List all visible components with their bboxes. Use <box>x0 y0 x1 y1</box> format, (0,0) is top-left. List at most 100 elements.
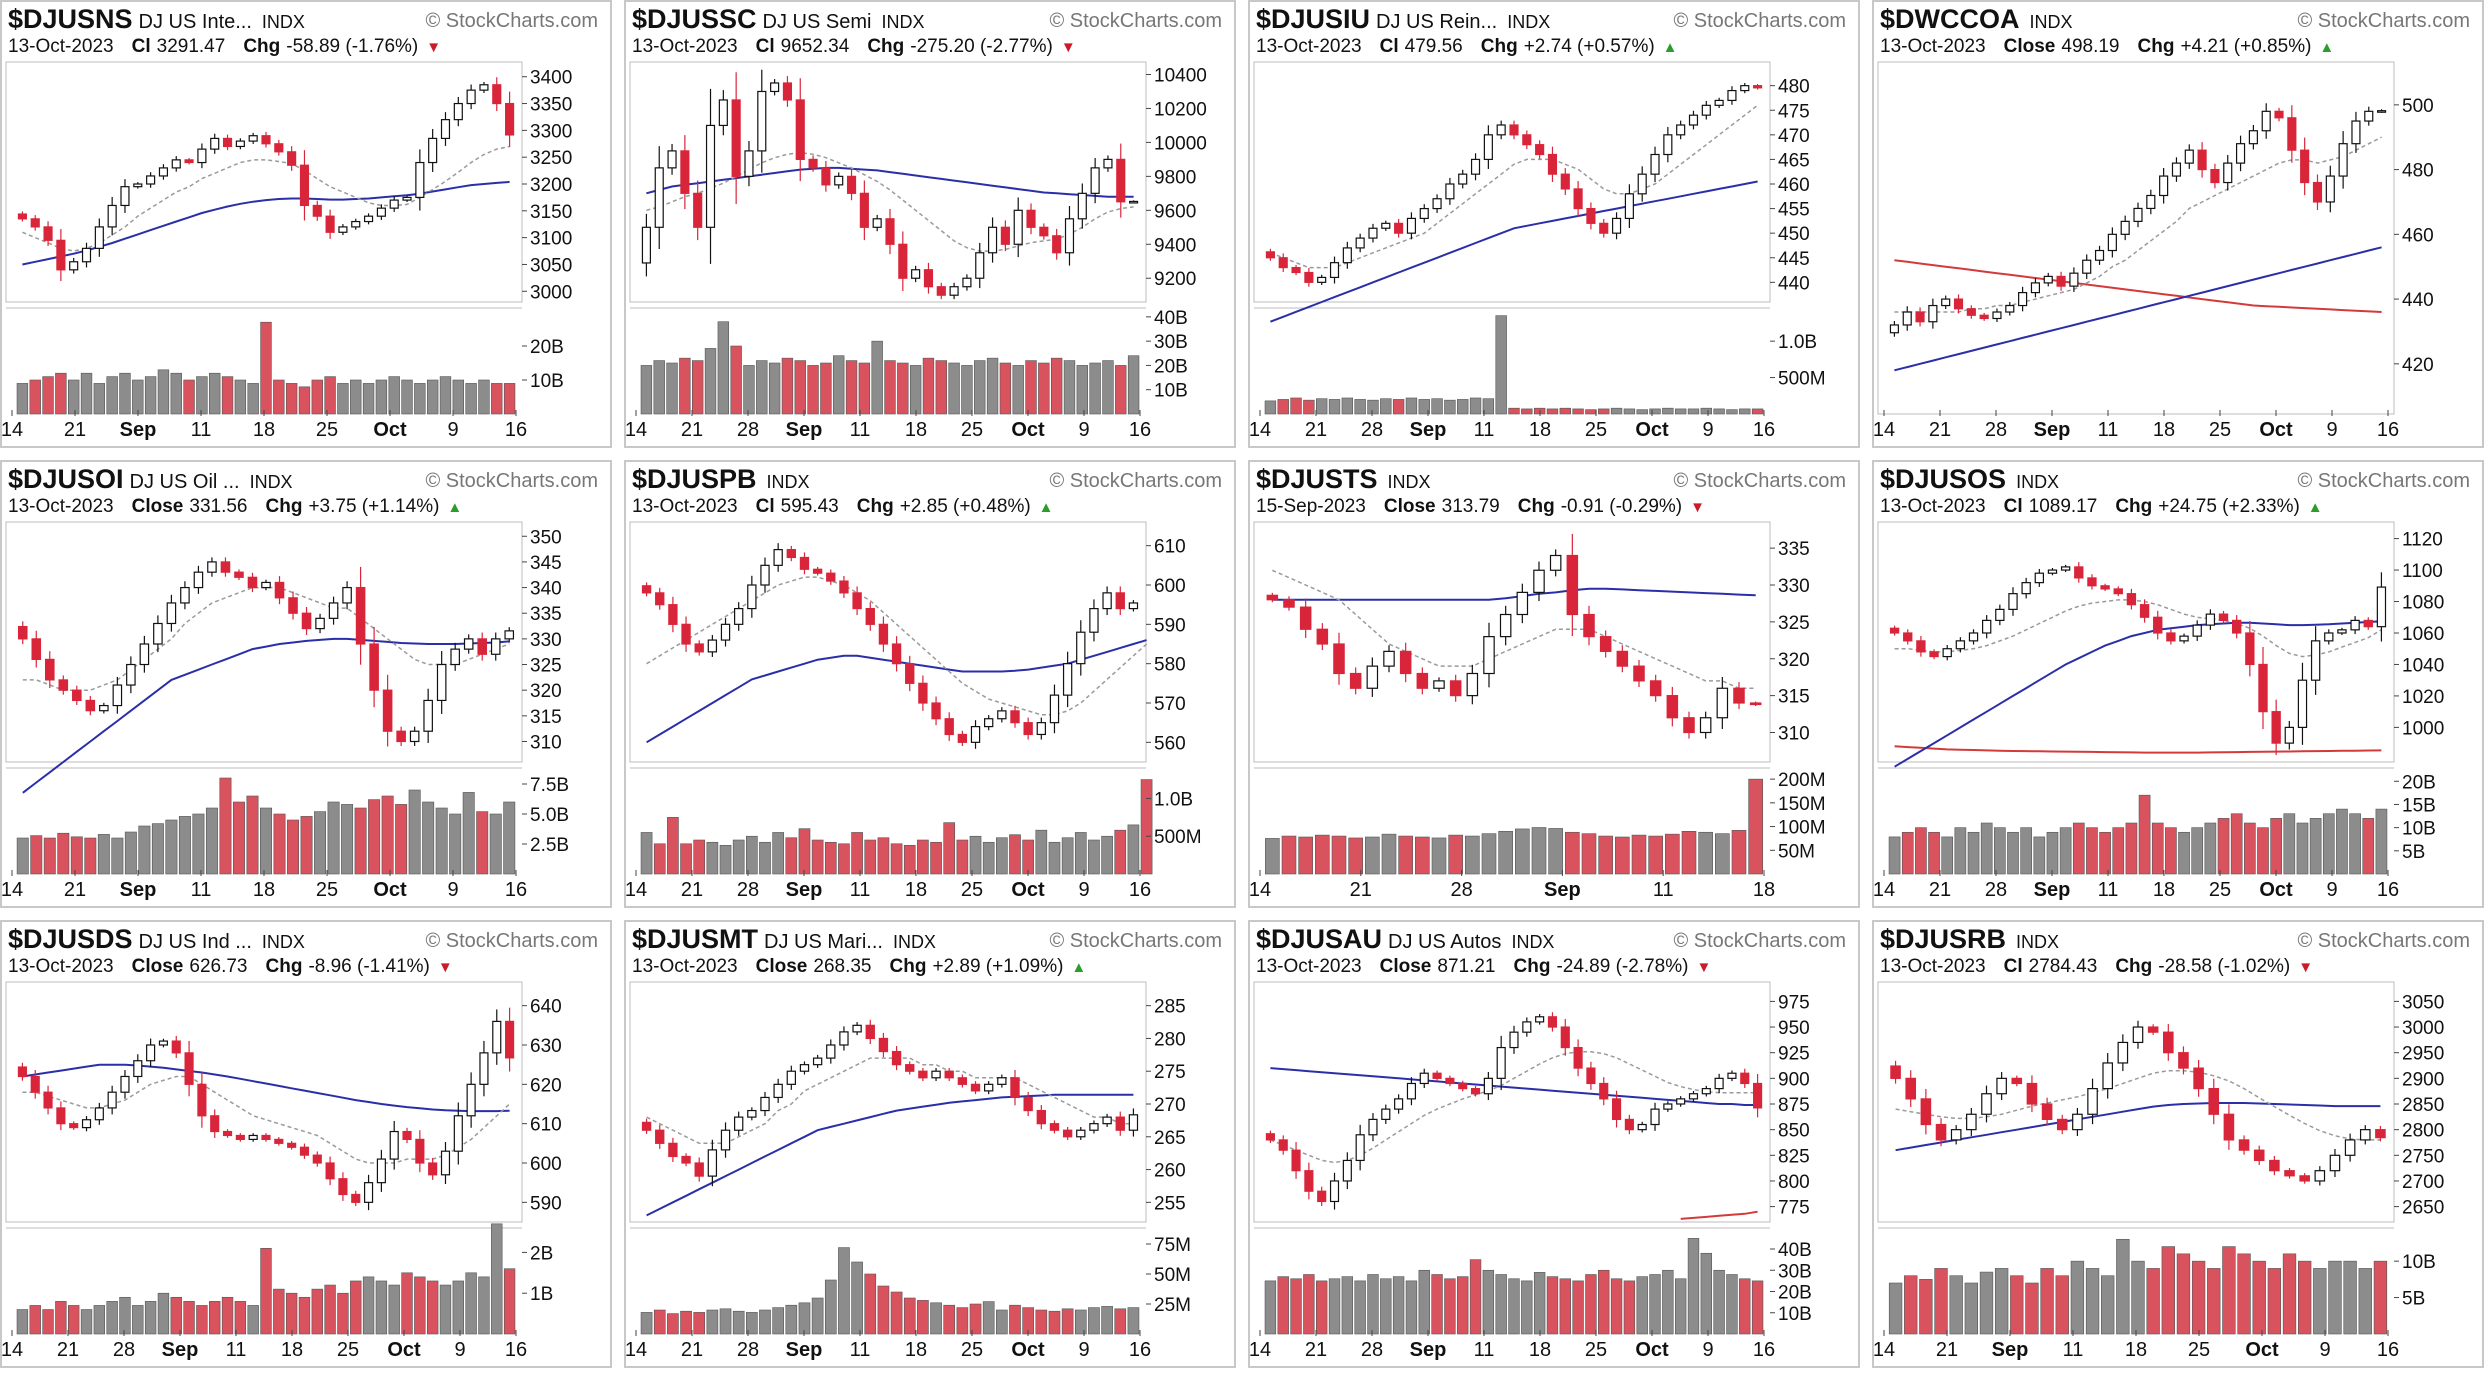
candle-body <box>69 261 79 271</box>
sma-slow-line <box>646 1093 1134 1217</box>
candle-body <box>1383 650 1395 667</box>
candle-body <box>328 602 339 619</box>
volume-bar <box>1888 836 1901 875</box>
candle-body <box>1560 173 1570 190</box>
candle <box>1291 1142 1301 1179</box>
x-tick-label: 16 <box>1753 419 1775 441</box>
chart-panel[interactable]: $DJUSOS INDX © StockCharts.com 13-Oct-2023 C… <box>1872 460 2484 908</box>
candle-body <box>415 161 425 199</box>
candle-body <box>222 137 233 148</box>
volume-bar <box>439 376 452 415</box>
volume-bar <box>2099 831 2111 875</box>
candle-body <box>970 726 981 743</box>
close-value: 9652.34 <box>780 36 850 57</box>
candle-body <box>1394 222 1404 234</box>
candle <box>325 1156 335 1186</box>
chart-panel[interactable]: $DJUSAU DJ US Autos INDX © StockCharts.com 1… <box>1248 920 1860 1368</box>
volume-bar <box>811 1297 824 1335</box>
candle <box>2026 1075 2038 1113</box>
chart-description: DJ US Autos <box>1388 931 1502 953</box>
volume-bar <box>1009 834 1021 875</box>
chart-panel[interactable]: $DJUSTS INDX © StockCharts.com 15-Sep-2023 C… <box>1248 460 1860 908</box>
volume-bar <box>2237 1253 2251 1335</box>
candle-body <box>720 623 731 641</box>
candle-body <box>338 1178 348 1196</box>
candle-body <box>440 119 451 140</box>
sma-slow-line <box>22 1063 510 1113</box>
volume-bar <box>2296 822 2309 875</box>
chart-panel[interactable]: $DJUSDS DJ US Ind ... INDX © StockCharts.co… <box>0 920 612 1368</box>
volume-bar <box>1061 837 1074 875</box>
candle-body <box>1433 680 1445 689</box>
candle <box>2351 111 2361 153</box>
candle <box>970 1081 981 1095</box>
x-tick-label: 18 <box>1753 879 1775 901</box>
volume-bar <box>183 1301 195 1335</box>
price-tick-label: 825 <box>1778 1146 1810 1167</box>
volume-bar <box>2191 827 2204 875</box>
price-tick-label: 950 <box>1778 1018 1810 1039</box>
candle <box>720 1122 731 1158</box>
chart-panel[interactable]: $DJUSSC DJ US Semi INDX © StockCharts.com 13… <box>624 0 1236 448</box>
candle-body <box>351 1193 361 1203</box>
candle-body <box>409 730 420 743</box>
chart-panel[interactable]: $DJUSMT DJ US Mari... INDX © StockCharts.co… <box>624 920 1236 1368</box>
price-pane-frame <box>5 521 523 763</box>
change-label: Chg <box>2137 36 2175 57</box>
quote-date: 13-Oct-2023 <box>1256 36 1362 57</box>
chart-symbol: $DJUSIU <box>1256 4 1371 34</box>
candle <box>402 1127 412 1144</box>
price-tick-label: 460 <box>2402 225 2434 246</box>
x-tick-label: 18 <box>2153 879 2175 901</box>
price-tick-label: 3050 <box>2402 992 2444 1013</box>
chart-panel[interactable]: $DJUSIU DJ US Rein... INDX © StockCharts.co… <box>1248 0 1860 448</box>
candle-body <box>1981 1093 1992 1115</box>
volume-bar <box>1264 1280 1277 1335</box>
chart-panel[interactable]: $DWCCOA INDX © StockCharts.com 13-Oct-2023 C… <box>1872 0 2484 448</box>
volume-bar <box>106 1301 118 1335</box>
candle-body <box>2171 162 2182 177</box>
candle <box>936 282 946 300</box>
volume-bar <box>1063 360 1076 415</box>
volume-tick-label: 5B <box>2402 842 2425 863</box>
candle <box>1688 110 1699 130</box>
candle-body <box>396 730 406 743</box>
candle <box>299 150 310 221</box>
candle-body <box>694 1162 704 1177</box>
chart-panel[interactable]: $DJUSOI DJ US Oil ... INDX © StockCharts.co… <box>0 460 612 908</box>
candle-body <box>1049 694 1060 724</box>
candle-body <box>261 581 271 589</box>
candle-body <box>957 733 968 743</box>
candle-body <box>936 286 946 296</box>
candle-body <box>1611 1098 1622 1120</box>
sma-fast-line <box>1894 599 2382 658</box>
volume-bar <box>29 379 41 415</box>
candle <box>463 634 474 654</box>
candle-body <box>81 247 92 263</box>
chart-panel[interactable]: $DJUSPB INDX © StockCharts.com 13-Oct-2023 C… <box>624 460 1236 908</box>
chart-panel[interactable]: $DJUSNS DJ US Inte... INDX © StockCharts.co… <box>0 0 612 448</box>
chart-symbol: $DJUSAU <box>1256 924 1383 954</box>
chart-panel[interactable]: $DJUSRB INDX © StockCharts.com 13-Oct-2023 C… <box>1872 920 2484 1368</box>
x-tick-label: 25 <box>961 419 983 441</box>
candle-body <box>865 607 875 625</box>
candle <box>2120 215 2130 241</box>
candle <box>1036 1105 1046 1130</box>
volume-bar <box>1418 399 1430 415</box>
candle <box>1663 127 1673 163</box>
candle <box>153 615 163 653</box>
candle-body <box>120 186 130 207</box>
candle-body <box>1650 1108 1660 1126</box>
candle-body <box>1650 153 1660 175</box>
candle-body <box>342 586 352 604</box>
candle-body <box>207 561 217 573</box>
candle <box>949 282 959 300</box>
candle <box>492 77 502 112</box>
candle-body <box>363 215 374 223</box>
candle-body <box>312 1154 322 1164</box>
source-label: StockCharts.com <box>2317 470 2470 492</box>
price-tick-label: 3400 <box>530 68 572 89</box>
candle <box>1316 623 1329 651</box>
candle <box>94 1102 104 1125</box>
instrument-type: INDX <box>261 12 305 32</box>
